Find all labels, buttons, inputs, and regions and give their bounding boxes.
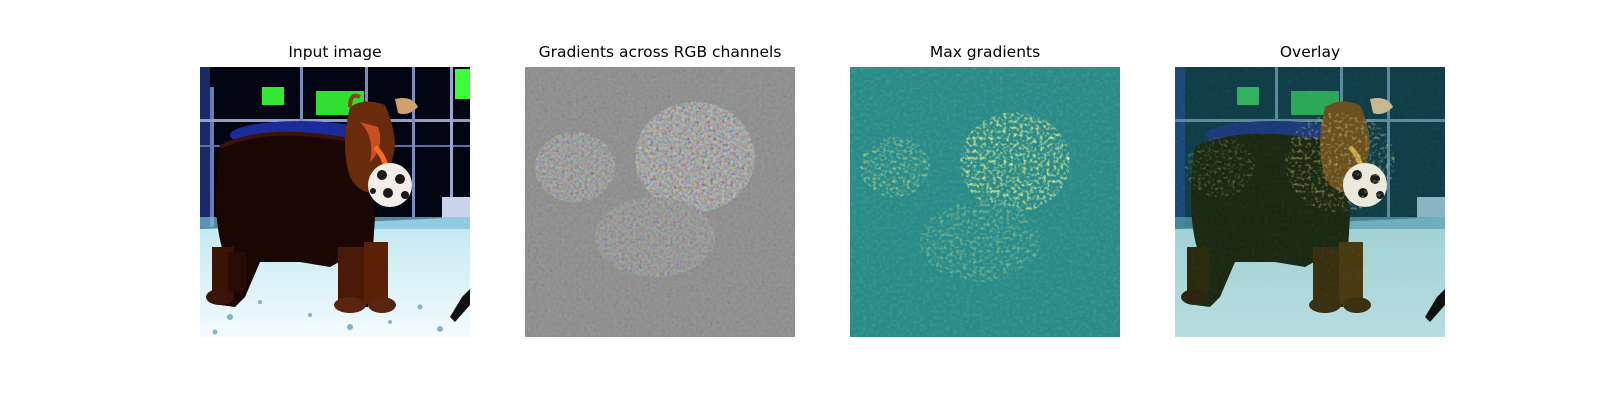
gradient-overlay-photo-icon (1175, 67, 1445, 337)
input-image-panel (200, 67, 470, 337)
rgb-gradient-map-icon (525, 67, 795, 337)
overlay-panel (1175, 67, 1445, 337)
max-gradients-panel (850, 67, 1120, 337)
panel-title-overlay: Overlay (1175, 43, 1445, 61)
dog-photo-icon (200, 67, 470, 337)
max-gradient-heatmap-icon (850, 67, 1120, 337)
panel-title-rgb-gradients: Gradients across RGB channels (525, 43, 795, 61)
panel-title-input-image: Input image (200, 43, 470, 61)
panel-title-max-gradients: Max gradients (850, 43, 1120, 61)
rgb-gradients-panel (525, 67, 795, 337)
